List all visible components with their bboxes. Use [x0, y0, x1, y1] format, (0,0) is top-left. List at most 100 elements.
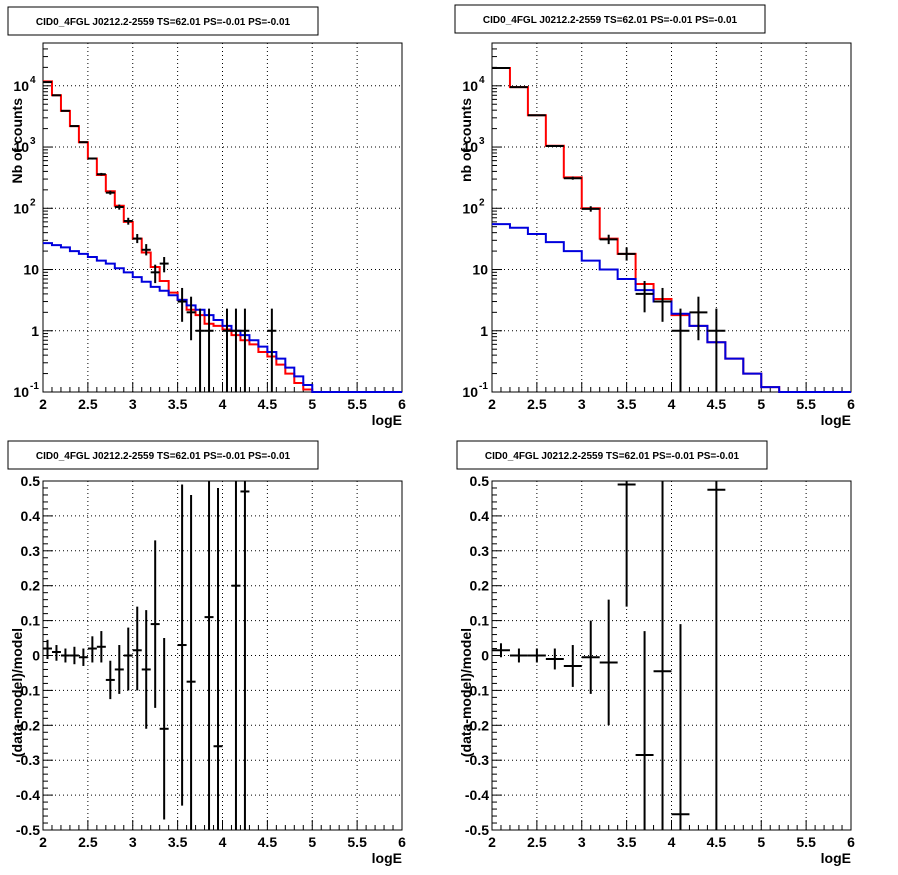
y-tick-label: 0: [481, 648, 489, 664]
data-point: [114, 645, 124, 694]
data-point: [599, 234, 618, 245]
data-point: [150, 264, 160, 284]
data-point: [492, 67, 510, 70]
data-point: [635, 631, 654, 830]
data-point: [581, 206, 600, 212]
data-point: [581, 620, 600, 694]
x-tick-label: 4: [219, 396, 227, 412]
x-tick-label: 4: [219, 834, 227, 850]
y-tick-exponent: -1: [479, 381, 488, 392]
y-tick-label: 10: [13, 139, 29, 155]
title-box: [454, 4, 766, 34]
data-point: [132, 234, 142, 244]
y-tick-label: 10: [462, 384, 478, 400]
y-tick-label: -0.3: [16, 752, 40, 768]
data-point: [186, 296, 196, 341]
data-point: [240, 308, 250, 392]
data-point: [492, 643, 510, 658]
data-point: [509, 648, 528, 663]
x-tick-label: 3: [578, 834, 586, 850]
data-point: [213, 487, 223, 830]
data-point: [141, 610, 151, 729]
data-point: [231, 481, 241, 830]
x-tick-label: 2.5: [527, 396, 547, 412]
y-tick-label: 0.5: [21, 473, 41, 489]
y-axis-title: (data-model)/model: [458, 628, 474, 757]
data-point: [60, 648, 70, 663]
data-point: [204, 308, 214, 392]
x-tick-label: 5: [757, 834, 765, 850]
data-point: [671, 624, 690, 830]
y-tick-label: 10: [462, 78, 478, 94]
y-tick-label: -0.1: [16, 682, 40, 698]
data-point: [51, 94, 61, 97]
x-tick-label: 5.5: [796, 396, 816, 412]
data-point: [671, 308, 690, 392]
y-axis-title: (data-model)/model: [9, 628, 25, 757]
x-tick-label: 6: [398, 834, 406, 850]
x-tick-label: 2.5: [78, 834, 98, 850]
data-point: [159, 638, 169, 820]
data-point: [96, 172, 106, 176]
y-tick-label: 0.1: [470, 613, 490, 629]
x-tick-label: 3.5: [168, 396, 188, 412]
data-point: [87, 157, 97, 160]
y-tick-label: -0.2: [16, 717, 40, 733]
x-tick-label: 4.5: [707, 396, 727, 412]
x-tick-label: 3.5: [617, 834, 637, 850]
data-point: [545, 648, 564, 670]
data-point: [96, 631, 106, 663]
data-point: [78, 141, 88, 144]
data-point: [527, 648, 546, 663]
data-point: [545, 145, 564, 148]
x-tick-label: 3: [129, 834, 137, 850]
data-point: [707, 308, 726, 392]
x-tick-label: 4: [668, 834, 676, 850]
x-axis-title: logE: [372, 412, 402, 428]
y-tick-label: 10: [13, 200, 29, 216]
y-axis-title: nb of counts: [458, 98, 474, 182]
title-box: [456, 440, 768, 470]
y-tick-label: -0.4: [16, 787, 40, 803]
data-point: [141, 244, 151, 256]
y-tick-label: 10: [462, 139, 478, 155]
y-tick-exponent: 2: [30, 197, 36, 208]
x-tick-label: 5: [308, 834, 316, 850]
y-tick-label: 0.4: [21, 508, 41, 524]
y-tick-exponent: 4: [479, 75, 485, 86]
data-point: [87, 636, 97, 663]
y-tick-label: 10: [462, 200, 478, 216]
y-tick-label: 0.1: [21, 613, 41, 629]
panel-bottom-left-residuals: CID0_4FGL J0212.2-2559 TS=62.01 PS=-0.01…: [7, 440, 406, 866]
x-tick-label: 5: [757, 396, 765, 412]
y-tick-exponent: 3: [30, 136, 36, 147]
data-point: [563, 645, 582, 687]
y-tick-label: 10: [472, 262, 488, 278]
y-tick-label: -0.2: [465, 717, 489, 733]
y-tick-label: -0.4: [465, 787, 489, 803]
title-box: [7, 6, 319, 36]
x-tick-label: 4.5: [707, 834, 727, 850]
data-point: [689, 296, 708, 341]
x-tick-label: 2.5: [527, 834, 547, 850]
chart-title: CID0_4FGL J0212.2-2559 TS=62.01 PS=-0.01…: [36, 451, 291, 462]
y-tick-label: 0: [32, 648, 40, 664]
y-tick-label: 0.3: [21, 543, 41, 559]
x-tick-label: 2: [488, 396, 496, 412]
data-point: [527, 114, 546, 117]
data-point: [563, 176, 582, 180]
y-tick-label: 10: [13, 78, 29, 94]
y-tick-label: -0.5: [16, 822, 40, 838]
data-point: [267, 308, 277, 392]
y-tick-label: 0.5: [470, 473, 490, 489]
data-point: [204, 481, 214, 830]
y-tick-label: 1: [480, 323, 488, 339]
x-tick-label: 4.5: [258, 834, 278, 850]
title-box: [7, 440, 319, 470]
data-point: [43, 81, 52, 84]
data-point: [653, 481, 672, 830]
chart-title: CID0_4FGL J0212.2-2559 TS=62.01 PS=-0.01…: [36, 17, 291, 28]
data-point: [186, 494, 196, 830]
data-point: [707, 481, 726, 830]
